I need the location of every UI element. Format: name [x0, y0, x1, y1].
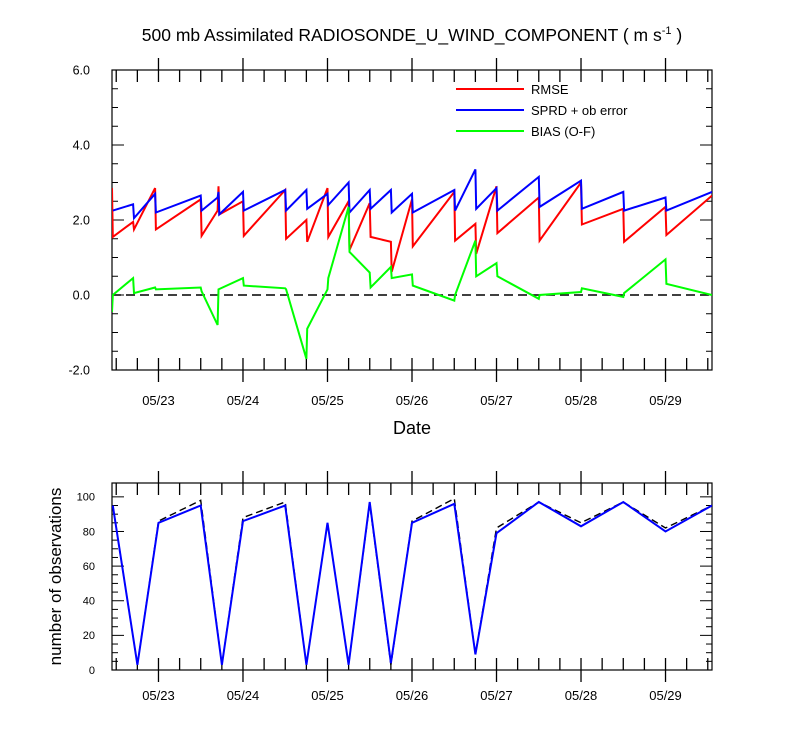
x-axis-title: Date	[393, 418, 431, 438]
y-tick-label: 4.0	[73, 138, 90, 152]
y-tick-label: 100	[77, 492, 95, 504]
chart-title: 500 mb Assimilated RADIOSONDE_U_WIND_COM…	[142, 25, 682, 46]
series-line-rmse	[112, 179, 712, 273]
y-tick-label: 2.0	[73, 213, 90, 227]
y-tick-label: 20	[83, 630, 95, 642]
series-line-bias-o-f	[112, 206, 712, 360]
x-tick-label: 05/25	[311, 688, 344, 703]
top-panel: -2.0 0.0 2.0 4.0 6.0 05/23 05/24 05/25 05/26 05/2…	[68, 58, 713, 438]
x-tick-label: 05/23	[142, 688, 175, 703]
y-tick-label: 0	[89, 665, 95, 677]
x-tick-label: 05/24	[227, 688, 260, 703]
series-line-assimilated	[112, 500, 712, 665]
x-tick-label: 05/28	[565, 393, 598, 408]
x-tick-label: 05/27	[480, 688, 513, 703]
x-tick-label: 05/26	[396, 393, 429, 408]
y-axis-title: number of observations	[46, 488, 65, 666]
x-tick-label: 05/28	[565, 688, 598, 703]
bottom-panel: 0 20 40 60 80 100 05/23 05/24 05/25 05/26 05/27 05/…	[46, 471, 713, 703]
y-tick-label: 40	[83, 596, 95, 608]
legend-label: RMSE	[531, 82, 569, 97]
x-tick-label: 05/29	[649, 393, 682, 408]
series-line-sprd-ob-error	[112, 168, 712, 221]
legend-label: SPRD + ob error	[531, 103, 628, 118]
y-tick-label: 80	[83, 526, 95, 538]
y-tick-label: 0.0	[73, 288, 90, 302]
x-tick-label: 05/26	[396, 688, 429, 703]
x-tick-label: 05/29	[649, 688, 682, 703]
y-tick-label: 60	[83, 561, 95, 573]
x-tick-label: 05/24	[227, 393, 260, 408]
legend-label: BIAS (O-F)	[531, 124, 595, 139]
x-tick-label: 05/27	[480, 393, 513, 408]
x-tick-label: 05/23	[142, 393, 175, 408]
y-tick-label: -2.0	[68, 363, 90, 377]
x-tick-label: 05/25	[311, 393, 344, 408]
y-tick-label: 6.0	[73, 63, 90, 77]
legend: RMSE SPRD + ob error BIAS (O-F)	[456, 82, 628, 139]
